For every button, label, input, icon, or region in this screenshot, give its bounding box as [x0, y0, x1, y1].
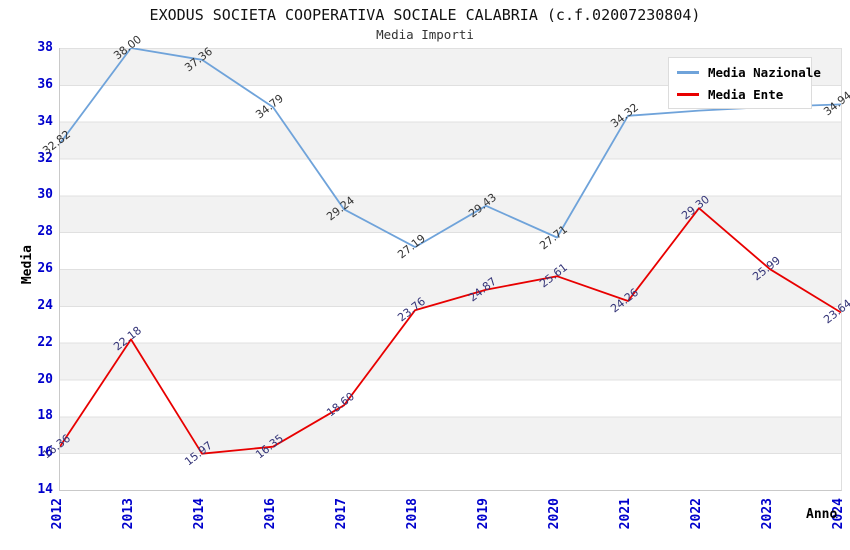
x-tick-label: 2013	[121, 498, 136, 530]
y-tick-label: 38	[37, 40, 53, 55]
legend-box: Media Nazionale Media Ente	[668, 57, 821, 109]
x-tick-label: 2021	[618, 498, 633, 530]
x-tick-label: 2016	[263, 498, 278, 530]
x-tick-label: 2022	[689, 498, 704, 530]
x-tick-label: 2020	[547, 498, 562, 530]
y-tick-label: 28	[37, 224, 53, 240]
legend-item: Media Ente	[677, 87, 803, 102]
chart-title: EXODUS SOCIETA COOPERATIVA SOCIALE CALAB…	[149, 6, 701, 24]
legend-line-sample	[677, 71, 699, 74]
y-tick-label: 30	[37, 187, 53, 203]
y-tick-label: 20	[37, 371, 53, 387]
y-tick-label: 26	[37, 261, 53, 276]
chart-subtitle: Media Importi	[376, 27, 474, 42]
legend-item: Media Nazionale	[677, 65, 821, 80]
x-tick-label: 2019	[476, 498, 491, 530]
y-tick-label: 36	[37, 76, 53, 92]
x-tick-label: 2018	[405, 498, 420, 530]
legend-label: Media Nazionale	[708, 65, 821, 80]
gridlines	[60, 48, 841, 490]
y-tick-label: 14	[37, 482, 53, 497]
y-tick-label: 16	[37, 445, 53, 461]
y-tick-label: 18	[37, 408, 53, 424]
y-tick-label: 22	[37, 334, 53, 350]
series-line-media-nazionale	[60, 48, 841, 249]
y-tick-label: 34	[37, 113, 53, 129]
y-tick-label: 32	[37, 150, 53, 166]
x-axis-title: Anno	[806, 507, 838, 522]
legend-label: Media Ente	[708, 87, 784, 102]
x-tick-label: 2017	[334, 498, 349, 530]
x-tick-label: 2023	[760, 498, 775, 530]
y-tick-label: 24	[37, 297, 53, 313]
plot-area	[59, 48, 842, 491]
x-tick-label: 2014	[192, 498, 207, 530]
line-series-svg	[60, 48, 841, 455]
legend-line-sample	[677, 93, 699, 96]
x-tick-label: 2012	[50, 498, 65, 530]
series-line-media-ente	[60, 207, 841, 455]
